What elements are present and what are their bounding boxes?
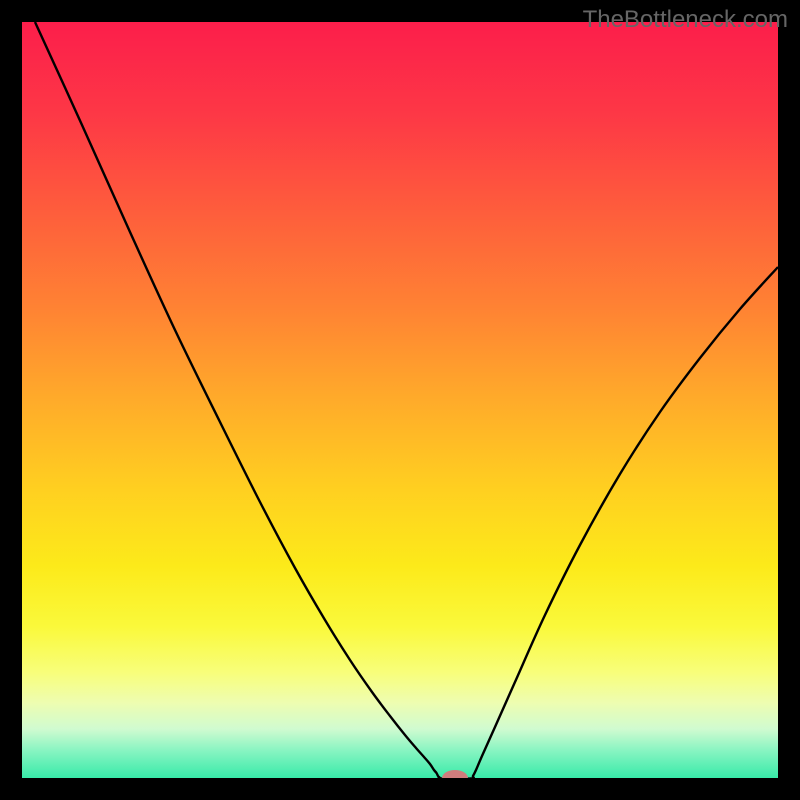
- gradient-background: [22, 22, 778, 778]
- chart-container: TheBottleneck.com: [0, 0, 800, 800]
- bottleneck-curve-chart: [0, 0, 800, 800]
- watermark-label: TheBottleneck.com: [583, 6, 788, 34]
